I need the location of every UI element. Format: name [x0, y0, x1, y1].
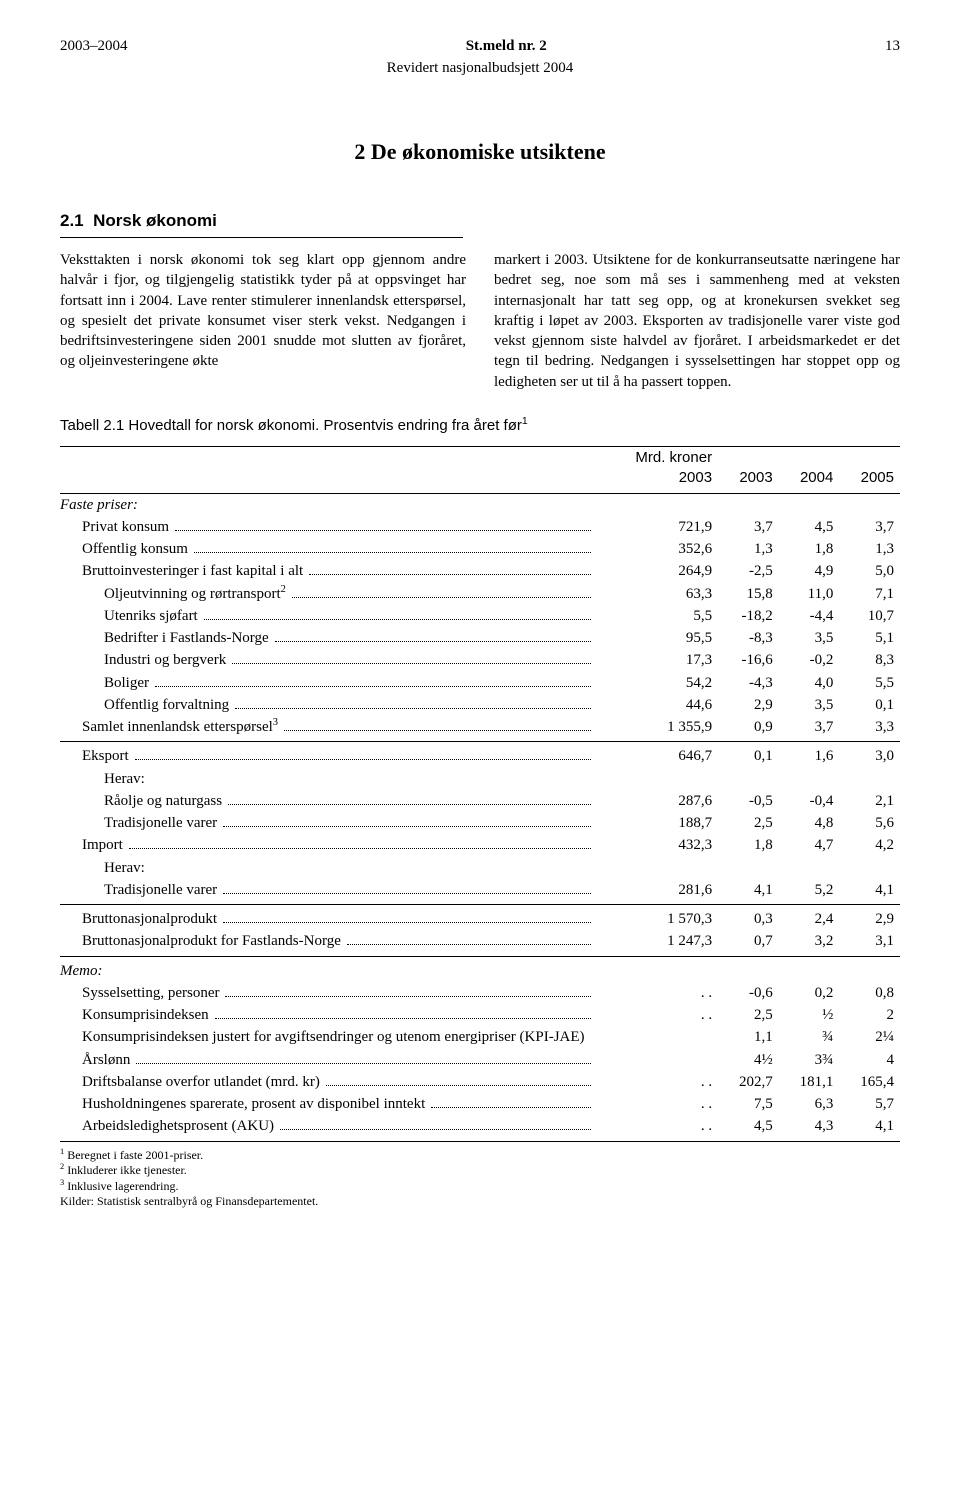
header-center: St.meld nr. 2 — [466, 36, 547, 56]
table-row: Oljeutvinning og rørtransport263,315,811… — [60, 583, 900, 605]
table-row: Eksport646,70,11,63,0 — [60, 742, 900, 768]
section-rule — [60, 237, 463, 238]
col-2003b: 2003 — [718, 468, 779, 493]
table-row: Offentlig konsum352,61,31,81,3 — [60, 538, 900, 560]
table-row: Herav: — [60, 768, 900, 790]
col-2004: 2004 — [779, 468, 840, 493]
page-header: 2003–2004 St.meld nr. 2 13 — [60, 36, 900, 56]
table-row: Bruttoinvesteringer i fast kapital i alt… — [60, 560, 900, 582]
header-sub: Revidert nasjonalbudsjett 2004 — [60, 58, 900, 78]
table-row: Driftsbalanse overfor utlandet (mrd. kr)… — [60, 1071, 900, 1093]
table-row: Årslønn4½3¾4 — [60, 1049, 900, 1071]
table-row: Faste priser: — [60, 493, 900, 516]
table-row: Herav: — [60, 857, 900, 879]
col-2003a: 2003 — [601, 468, 719, 493]
section-title: 2.1 Norsk økonomi — [60, 210, 900, 233]
table-row: Bruttonasjonalprodukt for Fastlands-Norg… — [60, 930, 900, 956]
col-2005: 2005 — [839, 468, 900, 493]
table-row: Konsumprisindeksen justert for avgiftsen… — [60, 1026, 900, 1048]
table-row: Tradisjonelle varer188,72,54,85,6 — [60, 812, 900, 834]
table-row: Råolje og naturgass287,6-0,5-0,42,1 — [60, 790, 900, 812]
body-columns: Veksttakten i norsk økonomi tok seg klar… — [60, 250, 900, 392]
table-row: Konsumprisindeksen. .2,5½2 — [60, 1004, 900, 1026]
table-row: Bruttonasjonalprodukt1 570,30,32,42,9 — [60, 905, 900, 931]
table-row: Sysselsetting, personer. .-0,60,20,8 — [60, 982, 900, 1004]
chapter-title: 2 De økonomiske utsiktene — [60, 137, 900, 167]
header-right: 13 — [885, 36, 900, 56]
table-row: Offentlig forvaltning44,62,93,50,1 — [60, 694, 900, 716]
table-row: Bedrifter i Fastlands-Norge95,5-8,33,55,… — [60, 627, 900, 649]
table-row: Husholdningenes sparerate, prosent av di… — [60, 1093, 900, 1115]
table-row: Import432,31,84,74,2 — [60, 834, 900, 856]
table-caption: Tabell 2.1 Hovedtall for norsk økonomi. … — [60, 416, 900, 436]
table-row: Memo: — [60, 956, 900, 982]
body-right: markert i 2003. Utsiktene for de konkurr… — [494, 250, 900, 392]
data-table: Mrd. kroner 2003 2003 2004 2005 Faste pr… — [60, 446, 900, 1142]
header-left: 2003–2004 — [60, 36, 128, 56]
table-row: Boliger54,2-4,34,05,5 — [60, 672, 900, 694]
body-left: Veksttakten i norsk økonomi tok seg klar… — [60, 250, 466, 392]
col-mrd: Mrd. kroner — [601, 447, 719, 469]
table-row: Arbeidsledighetsprosent (AKU). .4,54,34,… — [60, 1115, 900, 1141]
table-row: Samlet innenlandsk etterspørsel31 355,90… — [60, 716, 900, 742]
footnotes: 1 Beregnet i faste 2001-priser.2 Inklude… — [60, 1148, 900, 1210]
table-row: Utenriks sjøfart5,5-18,2-4,410,7 — [60, 605, 900, 627]
table-row: Privat konsum721,93,74,53,7 — [60, 516, 900, 538]
table-row: Tradisjonelle varer281,64,15,24,1 — [60, 879, 900, 905]
table-row: Industri og bergverk17,3-16,6-0,28,3 — [60, 649, 900, 671]
